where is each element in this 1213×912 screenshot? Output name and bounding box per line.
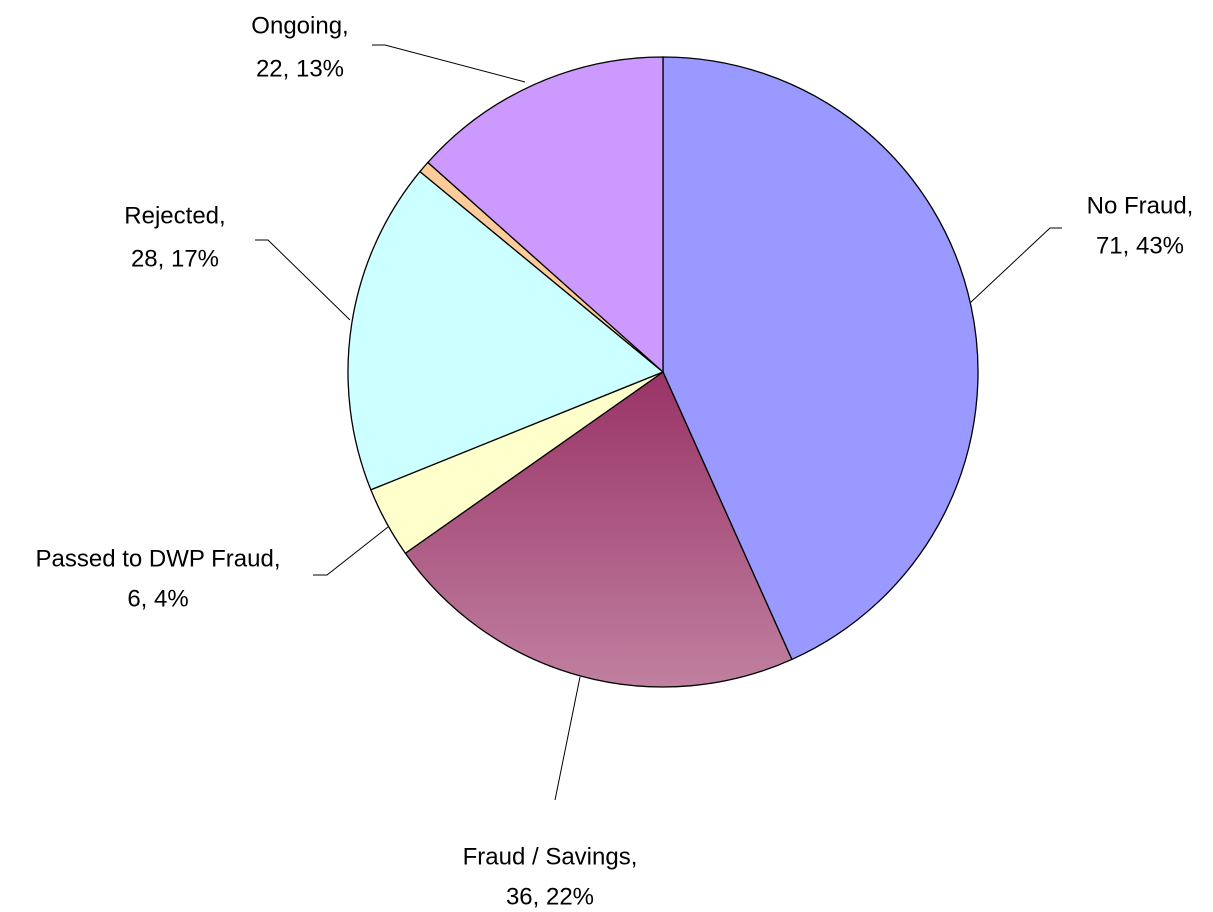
- leader-line: [313, 526, 389, 576]
- data-label: 71, 43%: [1096, 232, 1184, 259]
- data-label: 6, 4%: [127, 585, 188, 612]
- data-label: 36, 22%: [506, 883, 594, 910]
- data-label: Fraud / Savings,: [463, 843, 638, 870]
- pie-slice: [404, 371, 793, 688]
- leader-line: [554, 676, 581, 801]
- data-label: 22, 13%: [256, 55, 344, 82]
- leader-line: [969, 227, 1062, 304]
- pie-slice: [347, 170, 665, 491]
- data-label: Passed to DWP Fraud,: [36, 545, 281, 572]
- data-label: Rejected,: [124, 202, 225, 229]
- leader-line: [372, 44, 526, 83]
- data-label: No Fraud,: [1087, 192, 1194, 219]
- pie-slice: [426, 56, 664, 374]
- pie-slice: [662, 56, 979, 661]
- data-label: Ongoing,: [251, 12, 348, 39]
- data-label: 28, 17%: [131, 245, 219, 272]
- leader-line: [255, 239, 351, 321]
